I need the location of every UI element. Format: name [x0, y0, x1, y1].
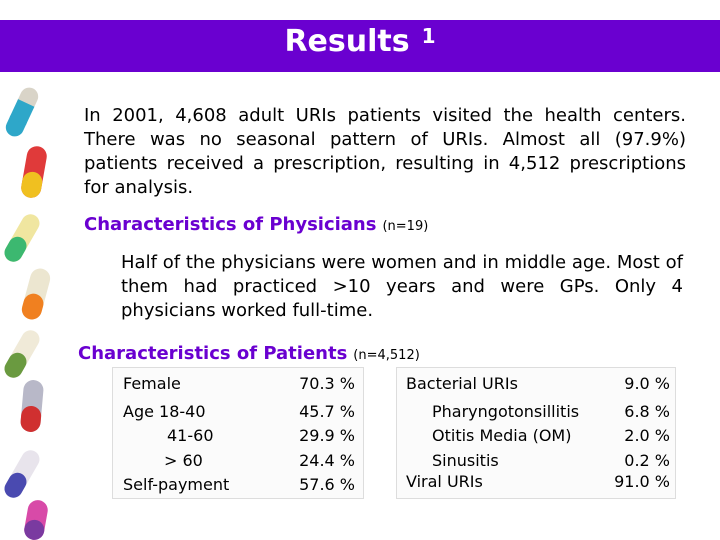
age2-value: 29.9 % — [299, 426, 355, 445]
intro-paragraph: In 2001, 4,608 adult URIs patients visit… — [84, 105, 686, 198]
capsule-6 — [20, 380, 44, 432]
age3-value: 24.4 % — [299, 451, 355, 470]
patients-count: (n=4,512) — [353, 348, 420, 363]
pharyngotonsillitis-label: Pharyngotonsillitis — [432, 402, 580, 421]
self-payment-label: Self-payment — [123, 475, 230, 494]
capsule-4 — [21, 268, 51, 320]
capsule-2 — [21, 146, 47, 198]
capsules-image — [4, 87, 51, 540]
bacterial-value: 9.0 % — [624, 374, 670, 393]
physicians-heading-text: Characteristics of Physicians — [84, 214, 377, 235]
age2-label: 41-60 — [167, 426, 214, 445]
otitis-value: 2.0 % — [624, 426, 670, 445]
age-value: 45.7 % — [299, 402, 355, 421]
capsule-8 — [24, 500, 48, 540]
capsule-7 — [4, 450, 40, 498]
capsule-1 — [5, 87, 39, 137]
age-label: Age 18-40 — [123, 402, 206, 421]
otitis-label: Otitis Media (OM) — [432, 426, 572, 445]
title-bar — [0, 20, 720, 72]
female-value: 70.3 % — [299, 374, 355, 393]
patients-heading-text: Characteristics of Patients — [78, 343, 348, 364]
patient-demographics-box — [112, 367, 364, 499]
capsule-5 — [4, 330, 40, 378]
sinusitis-label: Sinusitis — [432, 451, 499, 470]
pharyngotonsillitis-value: 6.8 % — [624, 402, 670, 421]
bacterial-label: Bacterial URIs — [406, 374, 518, 393]
physicians-heading: Characteristics of Physicians (n=19) — [84, 214, 428, 235]
physicians-count: (n=19) — [382, 219, 429, 234]
title-text: Results — [284, 24, 410, 59]
physicians-paragraph: Half of the physicians were women and in… — [121, 252, 683, 321]
patients-heading: Characteristics of Patients (n=4,512) — [78, 343, 420, 364]
female-label: Female — [123, 374, 181, 393]
title-footnote: 1 — [421, 24, 436, 48]
slide-title: Results 1 — [0, 24, 720, 59]
sinusitis-value: 0.2 % — [624, 451, 670, 470]
age3-label: > 60 — [164, 451, 203, 470]
viral-label: Viral URIs — [406, 472, 483, 491]
viral-value: 91.0 % — [614, 472, 670, 491]
self-payment-value: 57.6 % — [299, 475, 355, 494]
capsule-3 — [4, 214, 40, 262]
diagnosis-box — [396, 367, 676, 499]
